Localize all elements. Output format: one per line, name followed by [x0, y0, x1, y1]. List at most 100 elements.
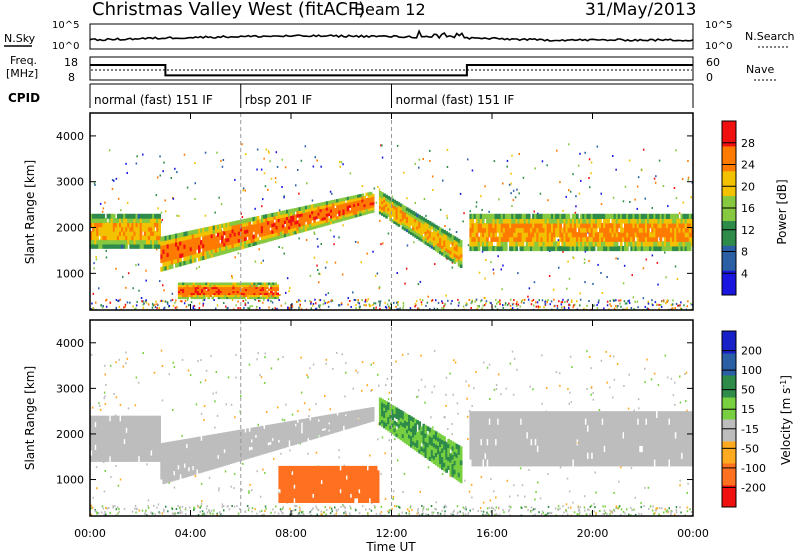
data-cell	[256, 240, 260, 245]
data-cell	[106, 222, 110, 228]
data-cell	[644, 218, 648, 224]
speckle-point	[401, 353, 404, 356]
speckle-point	[457, 412, 459, 415]
speckle-point	[204, 214, 207, 217]
speckle-point	[115, 307, 117, 310]
cpid-label: CPID	[8, 91, 40, 105]
data-cell	[557, 213, 560, 219]
data-cell	[596, 236, 600, 242]
data-cell	[251, 284, 254, 288]
speckle-point	[531, 300, 533, 302]
data-cell	[582, 218, 585, 224]
data-cell	[121, 239, 124, 245]
data-cell	[657, 245, 661, 252]
data-cell	[221, 292, 225, 296]
data-cell	[298, 229, 302, 234]
data-cell	[682, 232, 686, 238]
data-cell	[143, 213, 147, 219]
speckle-point	[208, 510, 210, 513]
speckle-point	[302, 513, 304, 515]
speckle-point	[535, 301, 537, 304]
data-cell	[553, 213, 556, 219]
speckle-point	[151, 302, 154, 305]
speckle-point	[340, 506, 342, 508]
speckle-point	[445, 294, 447, 297]
speckle-point	[468, 384, 470, 387]
data-cell	[603, 232, 606, 238]
data-cell	[137, 415, 141, 422]
data-cell	[688, 232, 692, 238]
data-cell	[237, 242, 241, 247]
data-cell	[166, 457, 170, 463]
speckle-point	[565, 509, 567, 512]
speckle-point	[135, 304, 138, 307]
data-cell	[261, 284, 265, 288]
data-cell	[164, 447, 168, 454]
data-cell	[255, 296, 259, 300]
data-cell	[513, 232, 516, 238]
data-cell	[563, 232, 567, 238]
speckle-point	[120, 209, 122, 212]
speckle-point	[349, 300, 351, 302]
data-cell	[210, 225, 214, 231]
speckle-point	[640, 168, 643, 171]
data-cell	[195, 237, 199, 242]
speckle-point	[606, 300, 609, 303]
data-cell	[319, 223, 323, 228]
data-cell	[195, 245, 199, 250]
data-cell	[513, 213, 516, 219]
data-cell	[150, 427, 153, 434]
data-cell	[638, 218, 642, 224]
data-cell	[296, 207, 300, 212]
speckle-point	[452, 393, 454, 396]
data-cell	[439, 240, 442, 245]
data-cell	[359, 194, 362, 198]
data-cell	[599, 227, 602, 233]
data-cell	[481, 232, 485, 238]
data-cell	[127, 432, 130, 440]
data-cell	[104, 231, 108, 236]
data-cell	[498, 223, 502, 229]
data-cell	[194, 292, 198, 296]
data-cell	[256, 226, 260, 231]
speckle-point	[181, 300, 183, 303]
data-cell	[90, 222, 93, 228]
data-cell	[154, 243, 157, 249]
data-cell	[571, 218, 575, 224]
data-cell	[538, 236, 542, 242]
data-cell	[147, 415, 151, 422]
data-cell	[302, 215, 306, 220]
speckle-point	[220, 203, 223, 206]
data-cell	[152, 213, 155, 219]
data-cell	[690, 241, 693, 247]
data-cell	[603, 245, 606, 252]
speckle-point	[276, 165, 279, 168]
data-cell	[507, 213, 510, 219]
data-cell	[272, 294, 275, 298]
data-cell	[100, 415, 103, 422]
speckle-point	[416, 512, 418, 515]
speckle-point	[430, 416, 432, 419]
data-cell	[576, 218, 579, 224]
data-cell	[166, 447, 170, 453]
data-cell	[267, 234, 270, 239]
data-cell	[443, 243, 446, 248]
data-cell	[98, 427, 101, 434]
speckle-point	[370, 509, 373, 512]
speckle-point	[195, 267, 198, 270]
data-cell	[601, 213, 604, 219]
data-cell	[565, 223, 569, 229]
data-cell	[213, 286, 217, 290]
speckle-point	[537, 481, 539, 484]
speckle-point	[262, 301, 264, 304]
data-cell	[203, 288, 206, 292]
speckle-point	[541, 160, 544, 163]
data-cell	[353, 209, 356, 213]
data-cell	[296, 220, 300, 225]
speckle-point	[204, 379, 207, 382]
cpid-segment-label: normal (fast) 151 IF	[396, 93, 515, 107]
data-cell	[306, 208, 310, 213]
speckle-point	[413, 241, 415, 244]
data-cell	[422, 226, 426, 231]
data-cell	[147, 239, 151, 245]
